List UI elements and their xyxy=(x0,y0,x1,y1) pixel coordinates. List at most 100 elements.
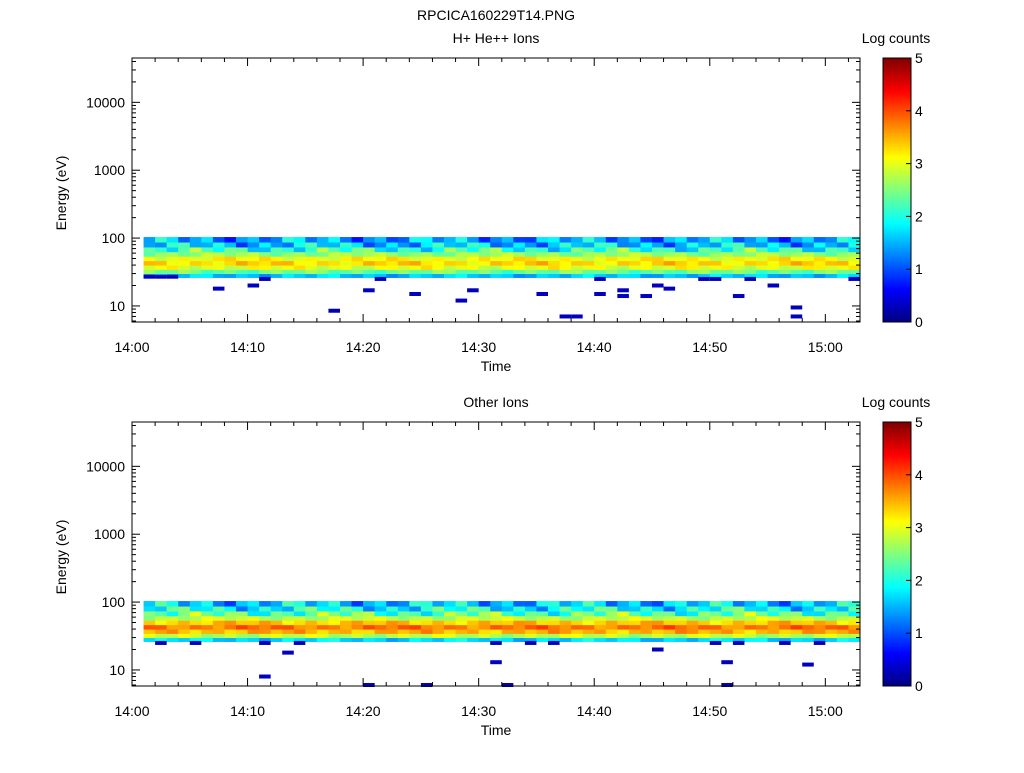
heatmap-cell xyxy=(813,620,826,626)
colorbar-step xyxy=(883,503,911,507)
heatmap-cell xyxy=(802,247,815,253)
heatmap-cell xyxy=(756,256,768,262)
x-tick-label: 15:00 xyxy=(808,703,843,719)
heatmap-cell xyxy=(247,256,260,262)
heatmap-cell xyxy=(201,242,214,248)
heatmap-cell xyxy=(178,237,191,243)
heatmap-cell xyxy=(374,247,387,253)
heatmap-cell xyxy=(189,242,202,248)
heatmap-cell xyxy=(536,633,549,639)
colorbar-tick-label: 2 xyxy=(915,208,923,224)
heatmap-cell xyxy=(640,260,653,266)
heatmap-cell xyxy=(756,269,768,275)
colorbar-step xyxy=(883,441,911,445)
heatmap-cell xyxy=(756,247,768,253)
heatmap-cell xyxy=(640,273,653,278)
heatmap-cell xyxy=(548,260,560,266)
heatmap-cell xyxy=(328,624,341,630)
heatmap-cell xyxy=(409,611,422,617)
colorbar-step xyxy=(883,573,911,577)
heatmap-cell xyxy=(328,256,341,262)
heatmap-cell xyxy=(432,256,445,262)
heatmap-cell xyxy=(189,624,202,630)
heatmap-cell xyxy=(594,611,607,617)
heatmap-cell xyxy=(270,265,283,270)
heatmap-cell xyxy=(444,606,456,612)
heatmap-cell xyxy=(328,637,341,642)
heatmap-cell xyxy=(709,256,722,262)
heatmap-cell xyxy=(767,624,780,630)
heatmap-cell xyxy=(501,624,514,630)
heatmap-cell xyxy=(201,256,214,262)
heatmap-cell xyxy=(732,256,745,262)
heatmap-cell xyxy=(236,624,248,630)
heatmap-cell xyxy=(189,247,202,253)
heatmap-cell xyxy=(420,606,433,612)
heatmap-cell xyxy=(363,256,376,262)
heatmap-cell xyxy=(478,624,491,630)
heatmap-cell xyxy=(444,251,456,257)
heatmap-cell xyxy=(467,633,480,639)
heatmap-cell xyxy=(178,637,191,642)
heatmap-cell xyxy=(709,265,722,270)
heatmap-cell xyxy=(640,251,653,257)
colorbar-step xyxy=(883,227,911,231)
heatmap-cell xyxy=(836,256,849,262)
heatmap-cell xyxy=(617,615,630,621)
x-tick-label: 14:50 xyxy=(692,703,727,719)
heatmap-cell xyxy=(501,620,514,626)
heatmap-cell xyxy=(478,251,491,257)
heatmap-cell xyxy=(212,251,225,257)
heatmap-cell xyxy=(548,256,560,262)
colorbar-step xyxy=(883,470,911,474)
heatmap-cell xyxy=(732,620,745,626)
colorbar-step xyxy=(883,444,911,447)
colorbar-step xyxy=(883,242,911,246)
heatmap-cell xyxy=(698,251,711,257)
heatmap-cell xyxy=(709,260,722,266)
colorbar-step xyxy=(883,82,911,85)
heatmap-cell xyxy=(189,637,202,642)
colorbar-step xyxy=(883,258,911,261)
event-cell xyxy=(594,276,606,281)
colorbar-step xyxy=(883,91,911,94)
heatmap-cell xyxy=(617,601,630,607)
heatmap-cell xyxy=(536,269,549,275)
heatmap-cell xyxy=(732,251,745,257)
heatmap-cell xyxy=(201,606,214,612)
heatmap-cell xyxy=(247,611,260,617)
heatmap-cell xyxy=(189,251,202,257)
event-cell xyxy=(490,660,502,665)
heatmap-cell xyxy=(779,629,792,634)
heatmap-cell xyxy=(744,624,757,630)
heatmap-cell xyxy=(640,611,653,617)
heatmap-cell xyxy=(709,606,722,612)
heatmap-cell xyxy=(640,256,653,262)
heatmap-cell xyxy=(813,601,826,607)
heatmap-cell xyxy=(178,242,191,248)
heatmap-cell xyxy=(305,611,318,617)
heatmap-cell xyxy=(790,611,803,617)
heatmap-cell xyxy=(432,260,445,266)
heatmap-cell xyxy=(709,629,722,634)
heatmap-cell xyxy=(236,601,248,607)
x-axis-label: Time xyxy=(481,358,512,374)
colorbar-step xyxy=(883,97,911,101)
heatmap-cell xyxy=(686,247,699,253)
colorbar-step xyxy=(883,435,911,438)
heatmap-cell xyxy=(328,247,341,253)
heatmap-cell xyxy=(236,265,248,270)
colorbar-step xyxy=(883,181,911,184)
heatmap-cell xyxy=(386,265,399,270)
heatmap-cell xyxy=(259,256,272,262)
heatmap-cell xyxy=(247,620,260,626)
heatmap-cell xyxy=(709,620,722,626)
colorbar-step xyxy=(883,75,911,79)
colorbar-step xyxy=(883,556,911,559)
heatmap-cell xyxy=(825,601,838,607)
heatmap-cell xyxy=(605,620,618,626)
heatmap-cell xyxy=(836,251,849,257)
heatmap-cell xyxy=(189,601,202,607)
heatmap-cell xyxy=(432,620,445,626)
heatmap-cell xyxy=(236,242,248,248)
